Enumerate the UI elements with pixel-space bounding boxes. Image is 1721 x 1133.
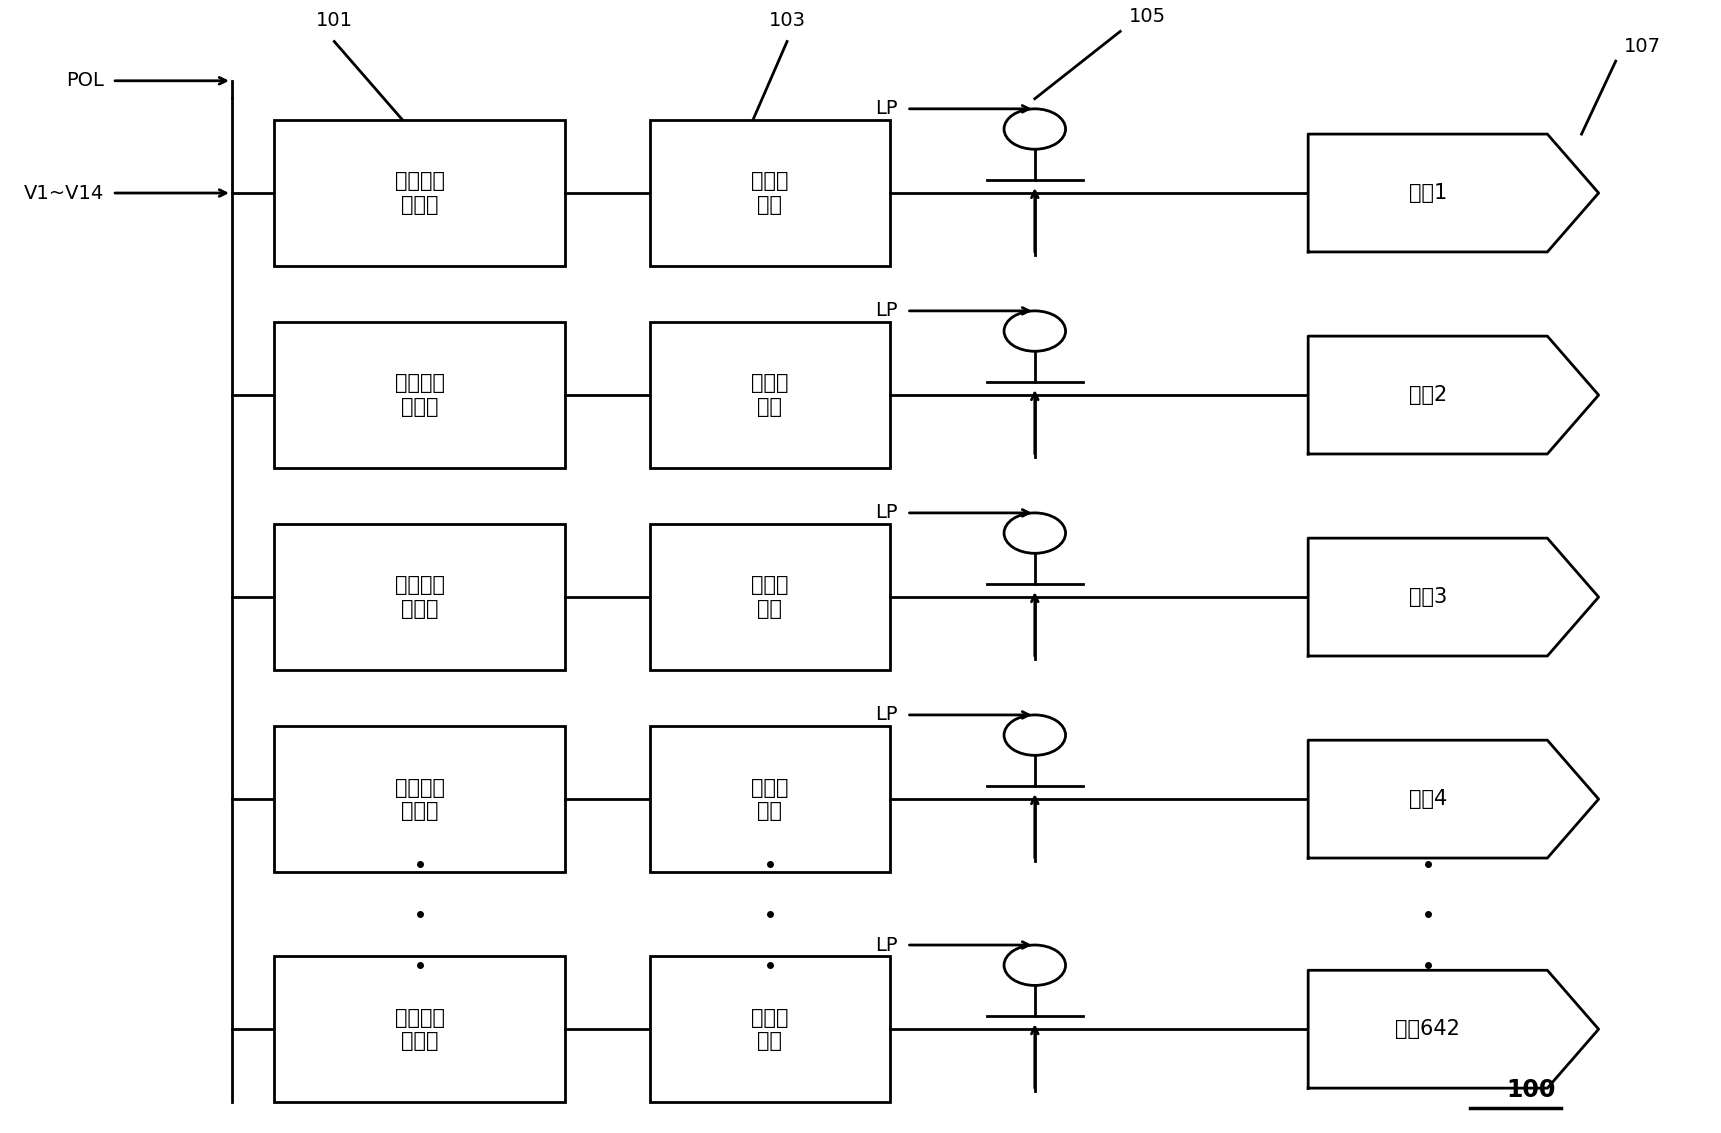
- Text: 通道1: 通道1: [1409, 184, 1447, 203]
- Text: 107: 107: [1625, 36, 1661, 56]
- Bar: [651, 322, 890, 468]
- Polygon shape: [1308, 970, 1599, 1088]
- Text: LP: LP: [876, 100, 898, 118]
- Polygon shape: [1308, 337, 1599, 454]
- Bar: [274, 120, 564, 266]
- Bar: [274, 322, 564, 468]
- Text: 运算放
大器: 运算放 大器: [752, 374, 788, 417]
- Text: LP: LP: [876, 301, 898, 321]
- Text: 运算放
大器: 运算放 大器: [752, 777, 788, 820]
- Text: 运算放
大器: 运算放 大器: [752, 1007, 788, 1050]
- Text: 通道642: 通道642: [1396, 1020, 1459, 1039]
- Text: 通道4: 通道4: [1409, 789, 1447, 809]
- Text: 数位类比
转换器: 数位类比 转换器: [394, 576, 444, 619]
- Bar: [651, 956, 890, 1102]
- Text: 通道2: 通道2: [1409, 385, 1447, 406]
- Bar: [274, 525, 564, 670]
- Text: LP: LP: [876, 503, 898, 522]
- Text: 103: 103: [769, 11, 805, 31]
- Polygon shape: [1308, 538, 1599, 656]
- Text: LP: LP: [876, 706, 898, 724]
- Text: 数位类比
转换器: 数位类比 转换器: [394, 171, 444, 214]
- Text: 运算放
大器: 运算放 大器: [752, 171, 788, 214]
- Text: 运算放
大器: 运算放 大器: [752, 576, 788, 619]
- Bar: [274, 726, 564, 872]
- Polygon shape: [1308, 740, 1599, 858]
- Bar: [651, 120, 890, 266]
- Text: 数位类比
转换器: 数位类比 转换器: [394, 777, 444, 820]
- Text: 通道3: 通道3: [1409, 587, 1447, 607]
- Text: POL: POL: [65, 71, 103, 91]
- Text: 105: 105: [1129, 7, 1165, 26]
- Polygon shape: [1308, 134, 1599, 252]
- Text: LP: LP: [876, 936, 898, 954]
- Text: V1~V14: V1~V14: [24, 184, 103, 203]
- Text: 数位类比
转换器: 数位类比 转换器: [394, 374, 444, 417]
- Text: 101: 101: [315, 11, 353, 31]
- Bar: [274, 956, 564, 1102]
- Bar: [651, 525, 890, 670]
- Text: 数位类比
转换器: 数位类比 转换器: [394, 1007, 444, 1050]
- Bar: [651, 726, 890, 872]
- Text: 100: 100: [1506, 1079, 1556, 1102]
